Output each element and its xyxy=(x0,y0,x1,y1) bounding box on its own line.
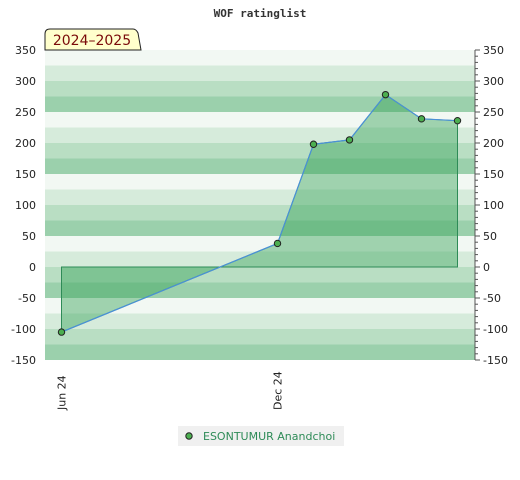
background-band xyxy=(45,127,475,143)
y-tick-label-left: 300 xyxy=(15,75,36,88)
y-axis-right: 350 300 250 200 150 100 50 0 -50 -100 -150 xyxy=(474,44,508,367)
background-band xyxy=(45,174,475,190)
background-band xyxy=(45,313,475,329)
chart-title: WOF ratinglist xyxy=(214,7,307,20)
y-tick-label-left: 50 xyxy=(22,230,36,243)
background-band xyxy=(45,205,475,221)
y-tick-label-right: 100 xyxy=(483,199,504,212)
y-tick-label-right: -50 xyxy=(483,292,501,305)
background-band xyxy=(45,143,475,159)
x-axis: Jun 24 Dec 24 xyxy=(56,371,285,411)
legend-label: ESONTUMUR Anandchoi xyxy=(203,430,335,443)
y-tick-label-left: 150 xyxy=(15,168,36,181)
background-band xyxy=(45,96,475,112)
season-badge-box xyxy=(44,28,142,51)
y-tick-label-right: -100 xyxy=(483,323,508,336)
background-band xyxy=(45,112,475,128)
points-layer xyxy=(57,90,462,336)
data-point xyxy=(453,116,462,125)
x-tick-label: Dec 24 xyxy=(272,371,285,410)
data-point xyxy=(57,328,66,336)
legend-box xyxy=(178,426,344,446)
y-tick-label-left: 0 xyxy=(29,261,36,274)
data-point xyxy=(345,136,354,144)
y-tick-label-left: -100 xyxy=(11,323,36,336)
season-badge-label: 2024–2025 xyxy=(53,33,131,49)
y-tick-label-right: 250 xyxy=(483,106,504,119)
background-band xyxy=(45,251,475,267)
data-point xyxy=(381,90,390,99)
legend: ESONTUMUR Anandchoi xyxy=(178,426,344,446)
legend-marker xyxy=(185,432,193,440)
background-band xyxy=(45,81,475,97)
y-tick-label-right: 350 xyxy=(483,44,504,57)
y-tick-label-left: 200 xyxy=(15,137,36,150)
y-tick-label-right: 0 xyxy=(483,261,490,274)
background-band xyxy=(45,298,475,314)
background-band xyxy=(45,344,475,360)
data-point xyxy=(417,115,426,123)
y-tick-label-right: 300 xyxy=(483,75,504,88)
y-tick-label-right: 150 xyxy=(483,168,504,181)
y-tick-label-right: -150 xyxy=(483,354,508,367)
background-band xyxy=(45,189,475,205)
y-tick-label-left: -150 xyxy=(11,354,36,367)
background-band xyxy=(45,50,475,66)
y-tick-label-left: -50 xyxy=(18,292,36,305)
y-tick-label-left: 100 xyxy=(15,199,36,212)
background-band xyxy=(45,236,475,252)
y-tick-label-right: 200 xyxy=(483,137,504,150)
background-band xyxy=(45,220,475,236)
background-bands xyxy=(45,50,475,360)
season-badge: 2024–2025 xyxy=(44,28,142,51)
data-point xyxy=(309,140,318,148)
background-band xyxy=(45,65,475,81)
x-tick-label: Jun 24 xyxy=(56,375,69,411)
y-tick-label-left: 250 xyxy=(15,106,36,119)
data-point xyxy=(273,239,282,248)
background-band xyxy=(45,158,475,174)
y-axis-left: 350 300 250 200 150 100 50 0 -50 -100 -150 xyxy=(11,44,36,367)
y-tick-label-right: 50 xyxy=(483,230,497,243)
y-tick-label-left: 350 xyxy=(15,44,36,57)
background-band xyxy=(45,267,475,283)
background-band xyxy=(45,329,475,345)
